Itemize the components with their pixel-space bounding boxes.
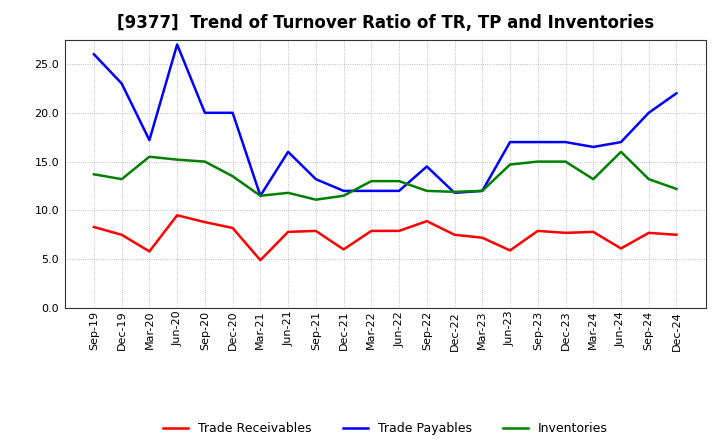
- Trade Receivables: [450, 232, 459, 238]
- Inventories: [478, 188, 487, 194]
- Trade Payables: [561, 139, 570, 145]
- Trade Receivables: [478, 235, 487, 240]
- Trade Payables: [534, 139, 542, 145]
- Trade Payables: [339, 188, 348, 194]
- Trade Payables: [201, 110, 210, 115]
- Trade Receivables: [89, 224, 98, 230]
- Line: Inventories: Inventories: [94, 152, 677, 200]
- Trade Receivables: [339, 247, 348, 252]
- Inventories: [145, 154, 154, 159]
- Inventories: [589, 176, 598, 182]
- Inventories: [367, 179, 376, 184]
- Inventories: [672, 186, 681, 191]
- Trade Receivables: [312, 228, 320, 234]
- Trade Receivables: [145, 249, 154, 254]
- Trade Payables: [423, 164, 431, 169]
- Trade Receivables: [228, 225, 237, 231]
- Trade Receivables: [589, 229, 598, 235]
- Trade Receivables: [367, 228, 376, 234]
- Inventories: [228, 174, 237, 179]
- Inventories: [201, 159, 210, 164]
- Trade Receivables: [201, 220, 210, 225]
- Trade Payables: [256, 193, 265, 198]
- Trade Receivables: [284, 229, 292, 235]
- Trade Payables: [173, 42, 181, 47]
- Trade Receivables: [616, 246, 625, 251]
- Inventories: [339, 193, 348, 198]
- Trade Receivables: [644, 230, 653, 235]
- Trade Payables: [616, 139, 625, 145]
- Inventories: [505, 162, 514, 167]
- Inventories: [256, 193, 265, 198]
- Trade Payables: [395, 188, 403, 194]
- Trade Payables: [644, 110, 653, 115]
- Trade Payables: [89, 51, 98, 57]
- Inventories: [89, 172, 98, 177]
- Inventories: [173, 157, 181, 162]
- Inventories: [284, 190, 292, 195]
- Trade Payables: [367, 188, 376, 194]
- Inventories: [312, 197, 320, 202]
- Trade Receivables: [561, 230, 570, 235]
- Inventories: [450, 189, 459, 194]
- Inventories: [423, 188, 431, 194]
- Trade Receivables: [256, 257, 265, 263]
- Inventories: [395, 179, 403, 184]
- Inventories: [644, 176, 653, 182]
- Trade Payables: [589, 144, 598, 150]
- Inventories: [534, 159, 542, 164]
- Line: Trade Payables: Trade Payables: [94, 44, 677, 196]
- Trade Payables: [478, 188, 487, 194]
- Trade Receivables: [117, 232, 126, 238]
- Trade Receivables: [534, 228, 542, 234]
- Trade Receivables: [395, 228, 403, 234]
- Trade Receivables: [173, 213, 181, 218]
- Trade Receivables: [672, 232, 681, 238]
- Trade Payables: [284, 149, 292, 154]
- Trade Payables: [505, 139, 514, 145]
- Inventories: [117, 176, 126, 182]
- Trade Payables: [450, 190, 459, 195]
- Trade Payables: [145, 137, 154, 143]
- Trade Payables: [312, 176, 320, 182]
- Trade Receivables: [505, 248, 514, 253]
- Trade Receivables: [423, 219, 431, 224]
- Inventories: [561, 159, 570, 164]
- Line: Trade Receivables: Trade Receivables: [94, 215, 677, 260]
- Trade Payables: [228, 110, 237, 115]
- Trade Payables: [672, 91, 681, 96]
- Trade Payables: [117, 81, 126, 86]
- Legend: Trade Receivables, Trade Payables, Inventories: Trade Receivables, Trade Payables, Inven…: [156, 416, 614, 440]
- Title: [9377]  Trend of Turnover Ratio of TR, TP and Inventories: [9377] Trend of Turnover Ratio of TR, TP…: [117, 15, 654, 33]
- Inventories: [616, 149, 625, 154]
